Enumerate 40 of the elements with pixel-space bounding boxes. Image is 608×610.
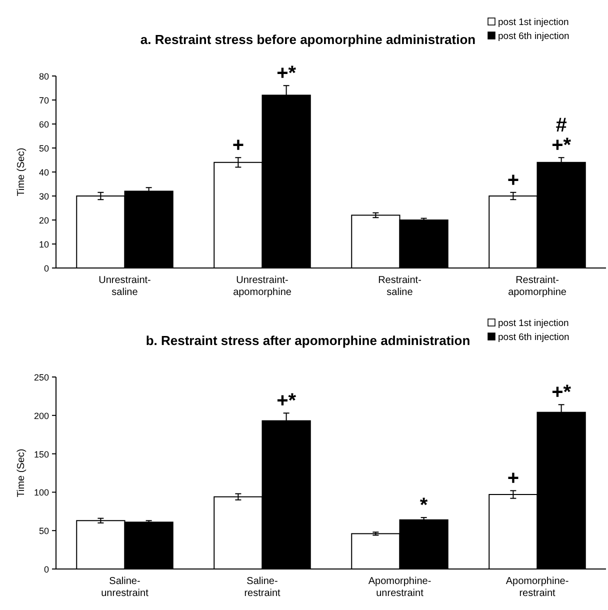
y-tick-label: 150 (34, 449, 49, 460)
legend-label: post 1st injection (498, 17, 569, 28)
annotation: + (507, 169, 520, 192)
y-tick-label: 40 (38, 168, 49, 178)
legend-label: post 1st injection (498, 318, 569, 329)
x-tick-label: Apomorphine- restraint (506, 576, 569, 599)
y-tick-label: 10 (38, 240, 49, 250)
annotation: +* (552, 382, 572, 404)
annotation: # (556, 114, 567, 137)
y-tick-label: 250 (34, 372, 49, 382)
x-tick-label: Unrestraint- apomorphine (233, 275, 292, 298)
y-tick-label: 200 (34, 410, 49, 421)
y-axis-title: Time (Sec) (16, 148, 27, 196)
annotation: + (507, 468, 520, 490)
y-tick-label: 0 (44, 564, 49, 574)
y-tick-label: 0 (44, 264, 49, 274)
x-tick-label: Unrestraint- saline (98, 275, 151, 298)
annotation: + (232, 134, 244, 157)
y-axis-title: Time (Sec) (16, 448, 27, 498)
legend-label: post 6th injection (498, 332, 570, 343)
chart-title: b. Restraint stress after apomorphine administration (146, 333, 470, 348)
y-tick-label: 100 (34, 488, 49, 498)
annotation: +* (276, 390, 296, 412)
x-tick-label: Restraint- saline (378, 275, 422, 298)
annotation: +* (552, 134, 572, 157)
annotation: * (420, 494, 428, 517)
y-tick-label: 60 (38, 120, 49, 130)
y-tick-label: 50 (38, 526, 49, 536)
y-tick-label: 30 (38, 192, 49, 202)
y-tick-label: 80 (38, 72, 49, 82)
legend-label: post 6th injection (498, 31, 570, 42)
x-tick-label: Apomorphine- unrestraint (368, 576, 432, 599)
chart-title: a. Restraint stress before apomorphine administration (140, 32, 476, 47)
x-tick-label: Saline- unrestraint (101, 576, 149, 599)
annotation: +* (276, 62, 296, 85)
y-tick-label: 20 (38, 216, 49, 226)
y-tick-label: 50 (38, 144, 49, 154)
x-tick-label: Saline- restraint (244, 576, 281, 599)
y-tick-label: 70 (38, 96, 49, 106)
x-tick-label: Restraint- apomorphine (508, 275, 567, 298)
